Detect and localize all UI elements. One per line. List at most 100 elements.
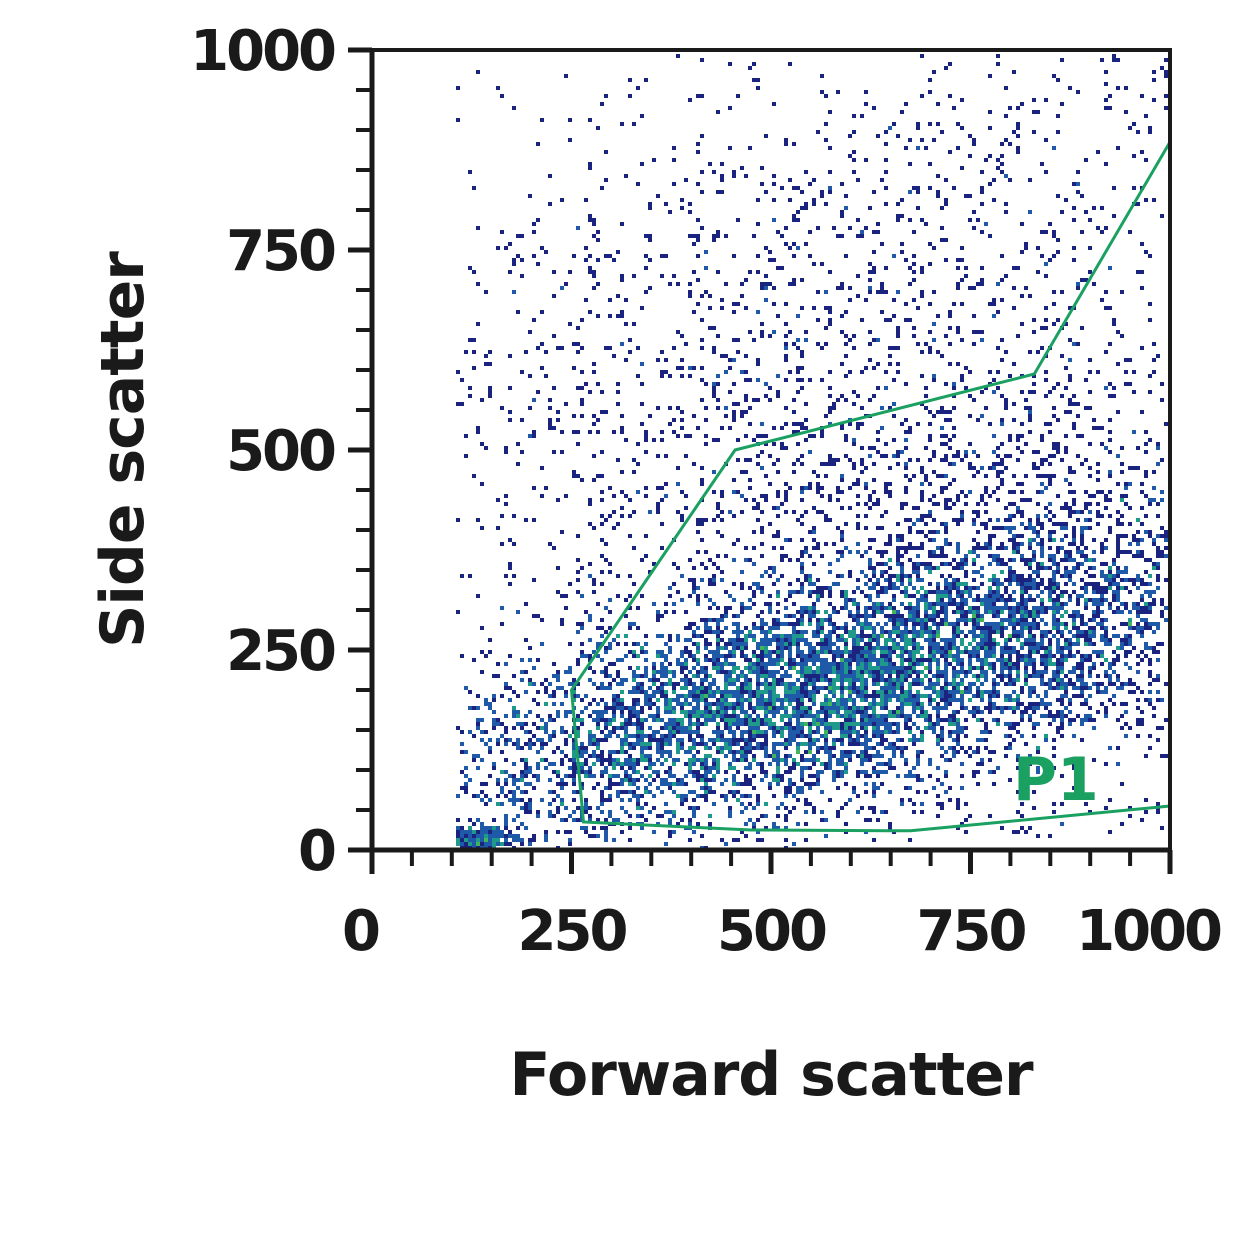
density-cell — [988, 594, 992, 598]
density-cell — [988, 602, 992, 606]
density-cell — [868, 546, 872, 550]
density-cell — [1068, 698, 1072, 702]
density-cell — [668, 706, 672, 710]
density-cell — [944, 594, 948, 598]
density-cell — [988, 546, 992, 550]
density-cell — [828, 758, 832, 762]
density-cell — [572, 690, 576, 694]
density-cell — [1116, 598, 1120, 602]
density-cell — [984, 658, 988, 662]
density-cell — [776, 706, 780, 710]
density-cell — [680, 802, 684, 806]
density-cell — [896, 714, 900, 718]
density-cell — [668, 730, 672, 734]
density-cell — [1064, 646, 1068, 650]
density-cell — [896, 622, 900, 626]
density-cell — [920, 594, 924, 598]
density-cell — [476, 838, 480, 842]
density-cell — [620, 698, 624, 702]
density-cell — [572, 750, 576, 754]
density-cell — [828, 630, 832, 634]
density-cell — [812, 546, 816, 550]
density-cell — [1060, 354, 1064, 358]
density-cell — [1028, 594, 1032, 598]
density-cell — [824, 650, 828, 654]
density-cell — [488, 746, 492, 750]
density-cell — [992, 646, 996, 650]
density-cell — [1068, 558, 1072, 562]
density-cell — [596, 738, 600, 742]
density-cell — [816, 586, 820, 590]
density-cell — [920, 578, 924, 582]
density-cell — [944, 562, 948, 566]
density-cell — [1136, 578, 1140, 582]
density-cell — [564, 754, 568, 758]
density-cell — [1024, 654, 1028, 658]
density-cell — [1096, 470, 1100, 474]
density-cell — [704, 742, 708, 746]
density-cell — [896, 618, 900, 622]
density-cell — [668, 678, 672, 682]
density-cell — [1044, 630, 1048, 634]
density-cell — [788, 674, 792, 678]
density-cell — [1088, 390, 1092, 394]
density-cell — [732, 742, 736, 746]
density-cell — [1032, 586, 1036, 590]
density-cell — [772, 682, 776, 686]
density-cell — [1116, 634, 1120, 638]
density-cell — [992, 610, 996, 614]
density-cell — [1060, 714, 1064, 718]
density-cell — [1048, 578, 1052, 582]
density-cell — [800, 706, 804, 710]
density-cell — [1020, 654, 1024, 658]
density-cell — [1124, 662, 1128, 666]
density-cell — [656, 634, 660, 638]
density-cell — [1080, 510, 1084, 514]
density-cell — [768, 726, 772, 730]
density-cell — [660, 746, 664, 750]
density-cell — [1080, 538, 1084, 542]
density-cell — [708, 618, 712, 622]
density-cell — [764, 770, 768, 774]
density-cell — [924, 674, 928, 678]
density-cell — [576, 730, 580, 734]
density-cell — [612, 694, 616, 698]
density-cell — [616, 634, 620, 638]
density-cell — [904, 430, 908, 434]
density-cell — [964, 502, 968, 506]
density-cell — [820, 678, 824, 682]
density-cell — [1040, 578, 1044, 582]
density-cell — [796, 610, 800, 614]
density-cell — [748, 694, 752, 698]
density-cell — [600, 774, 604, 778]
density-cell — [808, 742, 812, 746]
density-cell — [1036, 514, 1040, 518]
density-cell — [608, 730, 612, 734]
density-cell — [1088, 618, 1092, 622]
density-cell — [1064, 574, 1068, 578]
density-cell — [768, 650, 772, 654]
density-cell — [952, 750, 956, 754]
density-cell — [704, 746, 708, 750]
density-cell — [788, 666, 792, 670]
density-cell — [940, 554, 944, 558]
density-cell — [864, 662, 868, 666]
density-cell — [1044, 646, 1048, 650]
density-cell — [956, 610, 960, 614]
density-cell — [1088, 670, 1092, 674]
density-cell — [1136, 722, 1140, 726]
density-cell — [1044, 654, 1048, 658]
density-cell — [988, 598, 992, 602]
density-cell — [704, 762, 708, 766]
density-cell — [880, 706, 884, 710]
density-cell — [1012, 550, 1016, 554]
density-cell — [1048, 590, 1052, 594]
density-cell — [784, 606, 788, 610]
density-cell — [736, 666, 740, 670]
density-cell — [1044, 486, 1048, 490]
density-cell — [944, 542, 948, 546]
density-cell — [680, 670, 684, 674]
density-cell — [784, 806, 788, 810]
density-cell — [880, 782, 884, 786]
density-cell — [636, 702, 640, 706]
